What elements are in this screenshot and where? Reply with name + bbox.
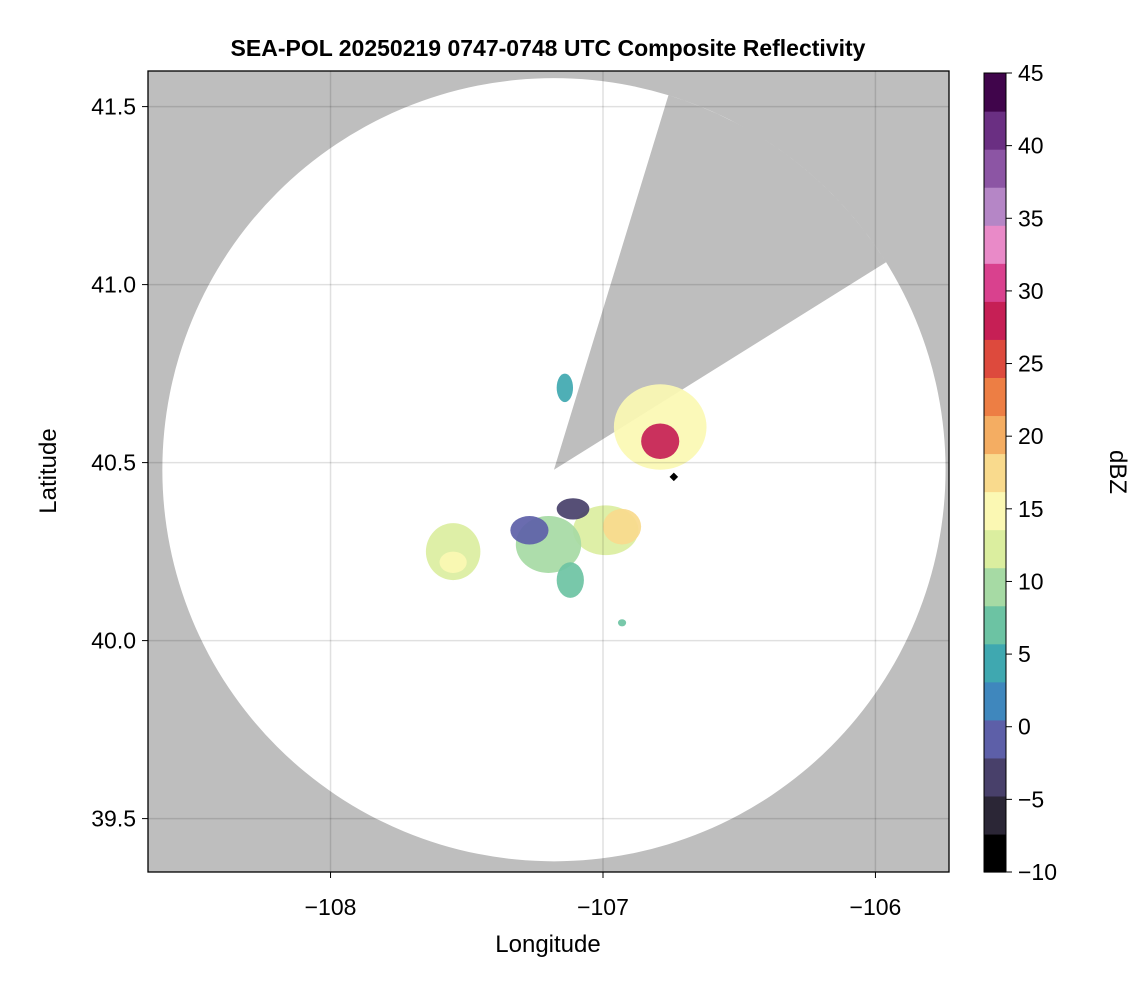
y-tick-label: 40.5 (91, 450, 136, 476)
colorbar-segment (984, 111, 1006, 150)
echo-west-cell (425, 523, 481, 581)
colorbar-label: dBZ (1104, 450, 1131, 494)
colorbar-tick-label: 15 (1018, 496, 1044, 522)
reflectivity-echoes (425, 373, 707, 627)
x-tick-label: −108 (305, 894, 357, 920)
colorbar-tick-label: 0 (1018, 714, 1031, 740)
colorbar-tick-label: −10 (1018, 859, 1057, 885)
colorbar-tick-label: 30 (1018, 278, 1044, 304)
colorbar-segment (984, 453, 1006, 493)
colorbar-segment (984, 225, 1006, 264)
colorbar-frame (983, 72, 1007, 873)
echo-north-fragment (556, 373, 574, 403)
x-tick-label: −106 (850, 894, 902, 920)
colorbar-tick-label: 20 (1018, 423, 1044, 449)
colorbar-tick-label: −5 (1018, 786, 1044, 812)
colorbar-segment (984, 719, 1006, 759)
x-axis-label: Longitude (495, 931, 600, 958)
colorbar-segment (984, 833, 1006, 873)
echo-west-core (439, 551, 467, 573)
colorbar-segment (984, 681, 1006, 721)
chart-title: SEA-POL 20250219 0747-0748 UTC Composite… (231, 35, 866, 61)
echo-middle-dark-band (510, 516, 549, 545)
y-tick-label: 40.0 (91, 628, 136, 654)
x-axis-ticks: −108 −107 −106 (305, 872, 902, 920)
colorbar-segment (984, 757, 1006, 797)
colorbar-tick-label: 10 (1018, 568, 1044, 594)
radar-coverage-area (162, 78, 946, 862)
colorbar-segment (984, 339, 1006, 378)
echo-northeast-core (641, 423, 680, 460)
colorbar-segment (984, 187, 1006, 226)
colorbar-tick-label: 25 (1018, 351, 1044, 377)
colorbar-segment (984, 301, 1006, 340)
echo-south-speck (617, 619, 627, 627)
colorbar (984, 73, 1006, 873)
colorbar-segment (984, 415, 1006, 455)
colorbar-segment (984, 377, 1006, 417)
y-tick-label: 41.0 (91, 272, 136, 298)
colorbar-segment (984, 643, 1006, 683)
echo-central-dark-band (556, 498, 590, 520)
site-marker (668, 471, 680, 483)
colorbar-segment (984, 491, 1006, 531)
plot-frame (147, 70, 950, 873)
colorbar-ticks: −10 −5 0 5 10 15 20 25 30 35 40 45 (1006, 60, 1057, 885)
x-tick-label: −107 (577, 894, 629, 920)
y-tick-label: 41.5 (91, 94, 136, 120)
y-tick-label: 39.5 (91, 806, 136, 832)
y-axis-ticks: 39.5 40.0 40.5 41.0 41.5 (91, 94, 148, 832)
colorbar-tick-label: 5 (1018, 641, 1031, 667)
colorbar-tick-label: 45 (1018, 60, 1044, 86)
echo-central-core (602, 508, 642, 545)
colorbar-segment (984, 605, 1006, 645)
colorbar-tick-label: 40 (1018, 133, 1044, 159)
colorbar-segment (984, 567, 1006, 607)
colorbar-segment (984, 263, 1006, 302)
y-axis-label: Latitude (35, 428, 62, 513)
colorbar-segment (984, 795, 1006, 835)
colorbar-segment (984, 529, 1006, 569)
colorbar-segment (984, 73, 1006, 112)
echo-middle-south-tail (556, 562, 584, 598)
colorbar-tick-label: 35 (1018, 205, 1044, 231)
colorbar-segment (984, 149, 1006, 188)
grid-lines (148, 71, 949, 872)
